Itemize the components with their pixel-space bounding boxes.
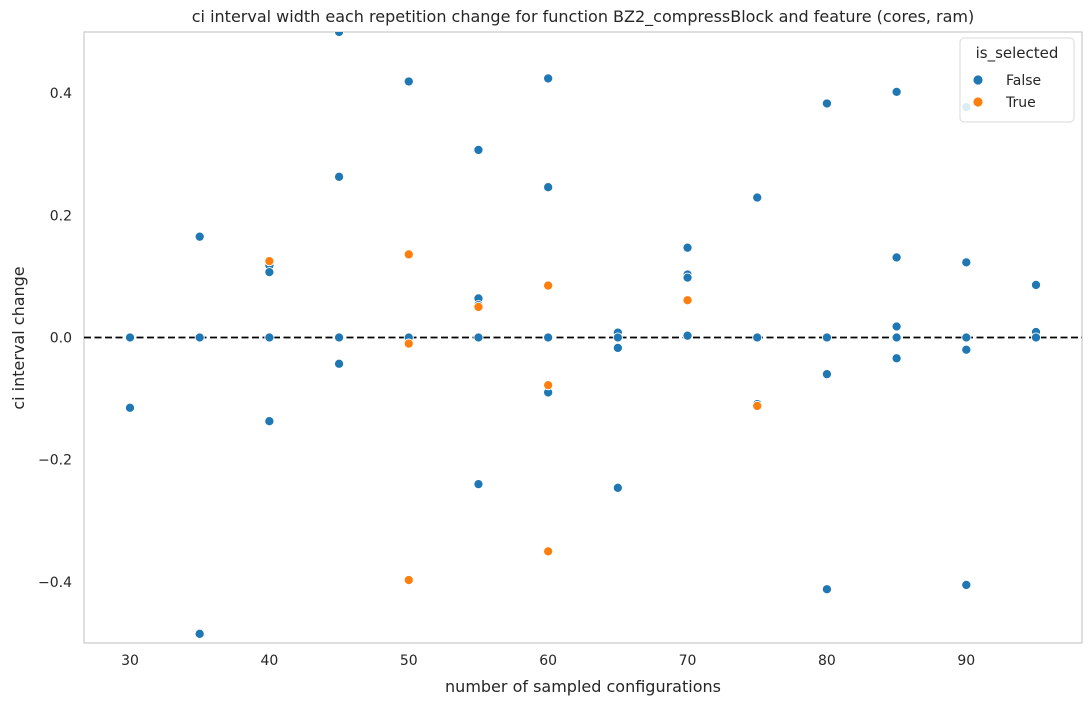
data-point bbox=[682, 295, 693, 306]
data-point bbox=[682, 242, 693, 253]
data-points bbox=[124, 32, 1042, 639]
data-point bbox=[543, 380, 554, 391]
data-point bbox=[543, 546, 554, 557]
data-point bbox=[543, 182, 554, 193]
data-point bbox=[891, 252, 902, 263]
legend-marker-false bbox=[972, 74, 984, 86]
data-point bbox=[194, 332, 205, 343]
data-point bbox=[264, 267, 275, 278]
data-point bbox=[334, 171, 345, 182]
data-point bbox=[821, 369, 832, 380]
data-point bbox=[194, 231, 205, 242]
y-tick-label: 0.4 bbox=[50, 86, 72, 102]
data-point bbox=[473, 301, 484, 313]
x-axis-label: number of sampled configurations bbox=[445, 677, 721, 696]
data-point bbox=[543, 73, 554, 84]
data-point bbox=[334, 332, 345, 343]
data-point bbox=[752, 400, 763, 411]
plot-area bbox=[83, 31, 1083, 644]
data-point bbox=[1030, 332, 1042, 343]
data-point bbox=[403, 76, 414, 87]
data-point bbox=[124, 402, 136, 413]
data-point bbox=[682, 330, 693, 341]
data-point bbox=[821, 98, 832, 109]
data-point bbox=[473, 332, 484, 343]
x-tick-label: 40 bbox=[260, 653, 278, 669]
data-point bbox=[194, 628, 205, 639]
y-axis-label: ci interval change bbox=[9, 266, 28, 409]
data-point bbox=[821, 584, 832, 595]
data-point bbox=[1030, 279, 1042, 291]
x-tick-label: 30 bbox=[121, 653, 139, 669]
x-tick-label: 80 bbox=[818, 653, 836, 669]
data-point bbox=[264, 256, 275, 267]
y-tick-label: −0.2 bbox=[38, 453, 72, 469]
series-true bbox=[264, 249, 763, 586]
x-tick-label: 70 bbox=[679, 653, 697, 669]
data-point bbox=[334, 358, 345, 369]
data-point bbox=[403, 575, 414, 586]
legend-label-true: True bbox=[1005, 95, 1036, 111]
data-point bbox=[543, 280, 554, 291]
data-point bbox=[891, 321, 902, 332]
data-point bbox=[891, 332, 902, 343]
data-point bbox=[891, 86, 902, 97]
data-point bbox=[961, 579, 972, 591]
data-point bbox=[612, 482, 623, 493]
data-point bbox=[961, 344, 972, 355]
y-tick-label: −0.4 bbox=[38, 575, 72, 591]
data-point bbox=[334, 32, 345, 38]
data-point bbox=[264, 332, 275, 343]
data-point bbox=[821, 332, 832, 343]
data-point bbox=[612, 332, 623, 343]
data-point bbox=[891, 353, 902, 364]
data-point bbox=[682, 272, 693, 283]
legend-label-false: False bbox=[1006, 73, 1041, 89]
data-point bbox=[403, 338, 414, 349]
data-point bbox=[961, 332, 972, 343]
data-point bbox=[264, 416, 275, 427]
y-tick-label: 0.2 bbox=[50, 208, 72, 224]
data-point bbox=[752, 192, 763, 203]
data-point bbox=[543, 332, 554, 343]
legend-title: is_selected bbox=[976, 44, 1059, 63]
data-point bbox=[473, 479, 484, 490]
data-point bbox=[612, 342, 623, 353]
legend-marker-true bbox=[972, 96, 984, 108]
data-point bbox=[473, 144, 484, 155]
data-point bbox=[961, 257, 972, 268]
data-point bbox=[752, 332, 763, 343]
data-point bbox=[403, 249, 414, 260]
y-tick-label: 0.0 bbox=[50, 331, 72, 347]
x-tick-label: 60 bbox=[539, 653, 557, 669]
axes: 30 40 50 60 70 80 90 −0.4 −0.2 0.0 0.2 0.4 bbox=[38, 86, 975, 669]
legend: is_selected False True bbox=[959, 37, 1075, 123]
x-tick-label: 50 bbox=[400, 653, 418, 669]
data-point bbox=[124, 332, 136, 343]
legend-box bbox=[959, 37, 1075, 123]
chart-title: ci interval width each repetition change… bbox=[192, 7, 975, 27]
x-tick-label: 90 bbox=[957, 653, 975, 669]
